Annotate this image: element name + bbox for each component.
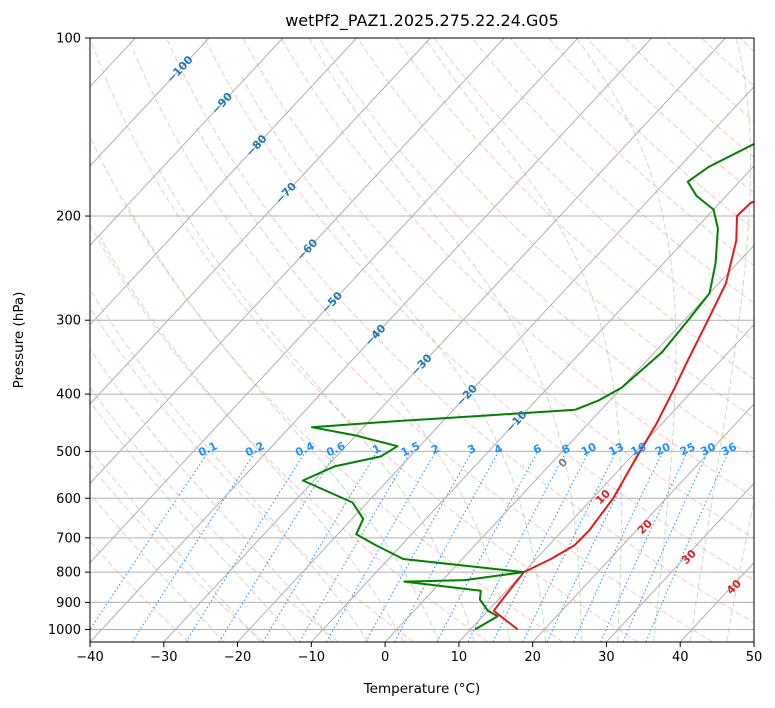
series-lines — [301, 142, 754, 631]
dry-adiabat-7 — [127, 38, 713, 642]
x-tick-label: −40 — [76, 650, 103, 665]
x-tick-label: 50 — [746, 650, 763, 665]
dry-adiabat-6 — [90, 38, 639, 642]
moist-adiabat-0 — [90, 492, 225, 642]
mixing-ratio-label: 36 — [719, 440, 739, 458]
y-tick-label: 700 — [56, 531, 81, 546]
y-tick-label: 1000 — [48, 623, 81, 638]
mixing-ratio-label: 20 — [653, 440, 673, 458]
x-tick-label: −20 — [224, 650, 251, 665]
mixing-ratio-label: 13 — [607, 440, 626, 458]
mixing-ratio-line-14 — [573, 451, 664, 642]
isotherm-m90 — [90, 38, 284, 247]
dry-adiabat-8 — [166, 38, 754, 624]
grid — [90, 38, 754, 642]
isotherm-m20 — [237, 85, 754, 642]
mixing-ratio-label: 16 — [629, 440, 649, 458]
mixing-ratio-line-8 — [394, 451, 500, 642]
dewpoint-line — [301, 142, 754, 631]
dry-adiabat-11 — [280, 38, 754, 499]
dry-adiabat-9 — [204, 38, 754, 581]
y-tick-label: 300 — [56, 314, 81, 329]
dry-adiabat-19 — [586, 38, 754, 194]
isotherm-m10 — [310, 165, 754, 642]
isotherm-m30 — [163, 38, 726, 642]
dry-adiabat-10 — [242, 38, 754, 539]
mixing-ratio-line-15 — [600, 451, 688, 642]
mixing-ratio-line-1 — [131, 451, 257, 642]
mixing-ratio-line-3 — [218, 451, 337, 642]
x-tick-label: 0 — [381, 650, 389, 665]
plot-area: −100−90−80−70−60−50−40−30−20−100.1 0.2 0.4… — [90, 38, 754, 642]
dry-adiabat-1 — [90, 464, 265, 642]
isotherm-m50 — [90, 38, 579, 564]
moist-adiabat-5 — [98, 234, 405, 642]
dry-adiabat-16 — [471, 38, 754, 304]
moist-adiabat-11 — [424, 38, 622, 642]
plot-frame — [89, 37, 755, 643]
mixing-ratio-label: 25 — [678, 440, 697, 458]
moist-adiabat-7 — [157, 166, 475, 642]
mixing-ratio-line-17 — [645, 451, 730, 642]
mixing-ratio-line-12 — [522, 451, 617, 642]
y-tick-label: 100 — [56, 32, 81, 47]
mixing-ratio-line-4 — [262, 451, 378, 642]
isotherm-10 — [458, 323, 754, 642]
y-tick-label: 600 — [56, 492, 81, 507]
mixing-ratio-label: 10 — [579, 440, 599, 458]
y-tick-label: 800 — [56, 566, 81, 581]
mixing-ratio-line-7 — [365, 451, 473, 642]
isotherm-m40 — [90, 38, 653, 642]
dry-adiabat-18 — [548, 38, 754, 230]
dry-adiabat-14 — [395, 38, 754, 380]
isotherm-m70 — [90, 38, 431, 405]
isotherm-30 — [606, 482, 754, 642]
mixing-ratio-label: 30 — [699, 440, 719, 458]
moist-adiabat-4 — [90, 288, 369, 642]
isotherm-20 — [532, 403, 754, 642]
x-tick-label: 10 — [451, 650, 468, 665]
moist-adiabat-13 — [689, 38, 752, 642]
dry-adiabats — [90, 38, 754, 642]
isotherm-m60 — [90, 38, 505, 485]
x-tick-label: 40 — [672, 650, 689, 665]
mixing-ratio-line-2 — [185, 451, 307, 642]
x-axis: −40 −30 −20 −10 0 10 20 30 40 50 — [76, 642, 762, 665]
mixing-ratio-line-6 — [325, 451, 437, 642]
dry-adiabat-15 — [433, 38, 754, 342]
dry-adiabat-20 — [624, 38, 754, 158]
moist-adiabat-9 — [239, 73, 547, 642]
isotherm-m80 — [90, 38, 357, 326]
mixing-ratio-lines — [90, 451, 730, 642]
y-tick-label: 500 — [56, 445, 81, 460]
x-tick-label: 20 — [524, 650, 541, 665]
isotherm-0 — [384, 244, 754, 642]
moist-adiabat-12 — [576, 38, 677, 642]
x-axis-label: Temperature (°C) — [363, 681, 481, 697]
y-axis-label: Pressure (hPa) — [11, 292, 27, 389]
y-tick-label: 900 — [56, 596, 81, 611]
mixing-ratio-line-5 — [299, 451, 412, 642]
x-tick-label: 30 — [598, 650, 615, 665]
y-tick-label: 200 — [56, 210, 81, 225]
chart-title: wetPf2_PAZ1.2025.275.22.24.G05 — [285, 11, 559, 31]
dry-adiabat-17 — [510, 38, 754, 267]
x-tick-label: −30 — [150, 650, 177, 665]
x-tick-label: −10 — [298, 650, 325, 665]
y-tick-label: 400 — [56, 388, 81, 403]
mixing-ratio-line-13 — [546, 451, 639, 642]
isotherm-m100 — [90, 38, 210, 167]
dry-adiabat-13 — [357, 38, 754, 419]
y-axis: 100 200 300 400 500 600 700 800 900 1000 — [48, 32, 90, 638]
dry-adiabat-5 — [90, 135, 564, 642]
moist-adiabat-6 — [125, 202, 440, 642]
